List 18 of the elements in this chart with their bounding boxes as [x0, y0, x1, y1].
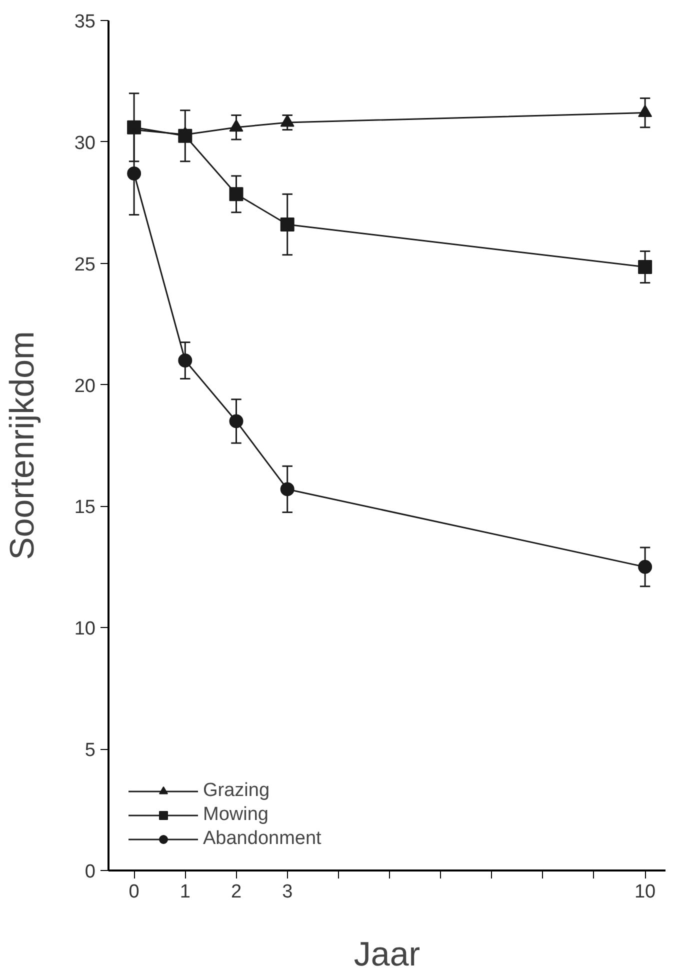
y-axis-title: Soortenrijkdom	[3, 331, 42, 560]
legend-label: Mowing	[203, 804, 268, 826]
y-tick-label: 5	[84, 740, 96, 762]
x-tick-label: 10	[634, 882, 656, 902]
x-tick-label: 3	[282, 882, 293, 902]
y-tick-label: 25	[74, 254, 96, 276]
y-tick-label: 0	[84, 862, 96, 882]
y-tick-label: 20	[74, 376, 96, 397]
y-tick-label: 10	[74, 618, 96, 640]
legend-label: Abandonment	[203, 828, 322, 850]
x-tick-label: 1	[180, 882, 190, 902]
legend-label: Grazing	[203, 780, 270, 802]
x-tick-label: 0	[128, 882, 140, 902]
x-tick-label: 2	[230, 882, 242, 902]
x-axis-title: Jaar	[354, 936, 420, 974]
y-tick-label: 15	[74, 497, 96, 518]
y-tick-label: 30	[74, 132, 96, 154]
y-tick-label: 35	[74, 12, 96, 32]
